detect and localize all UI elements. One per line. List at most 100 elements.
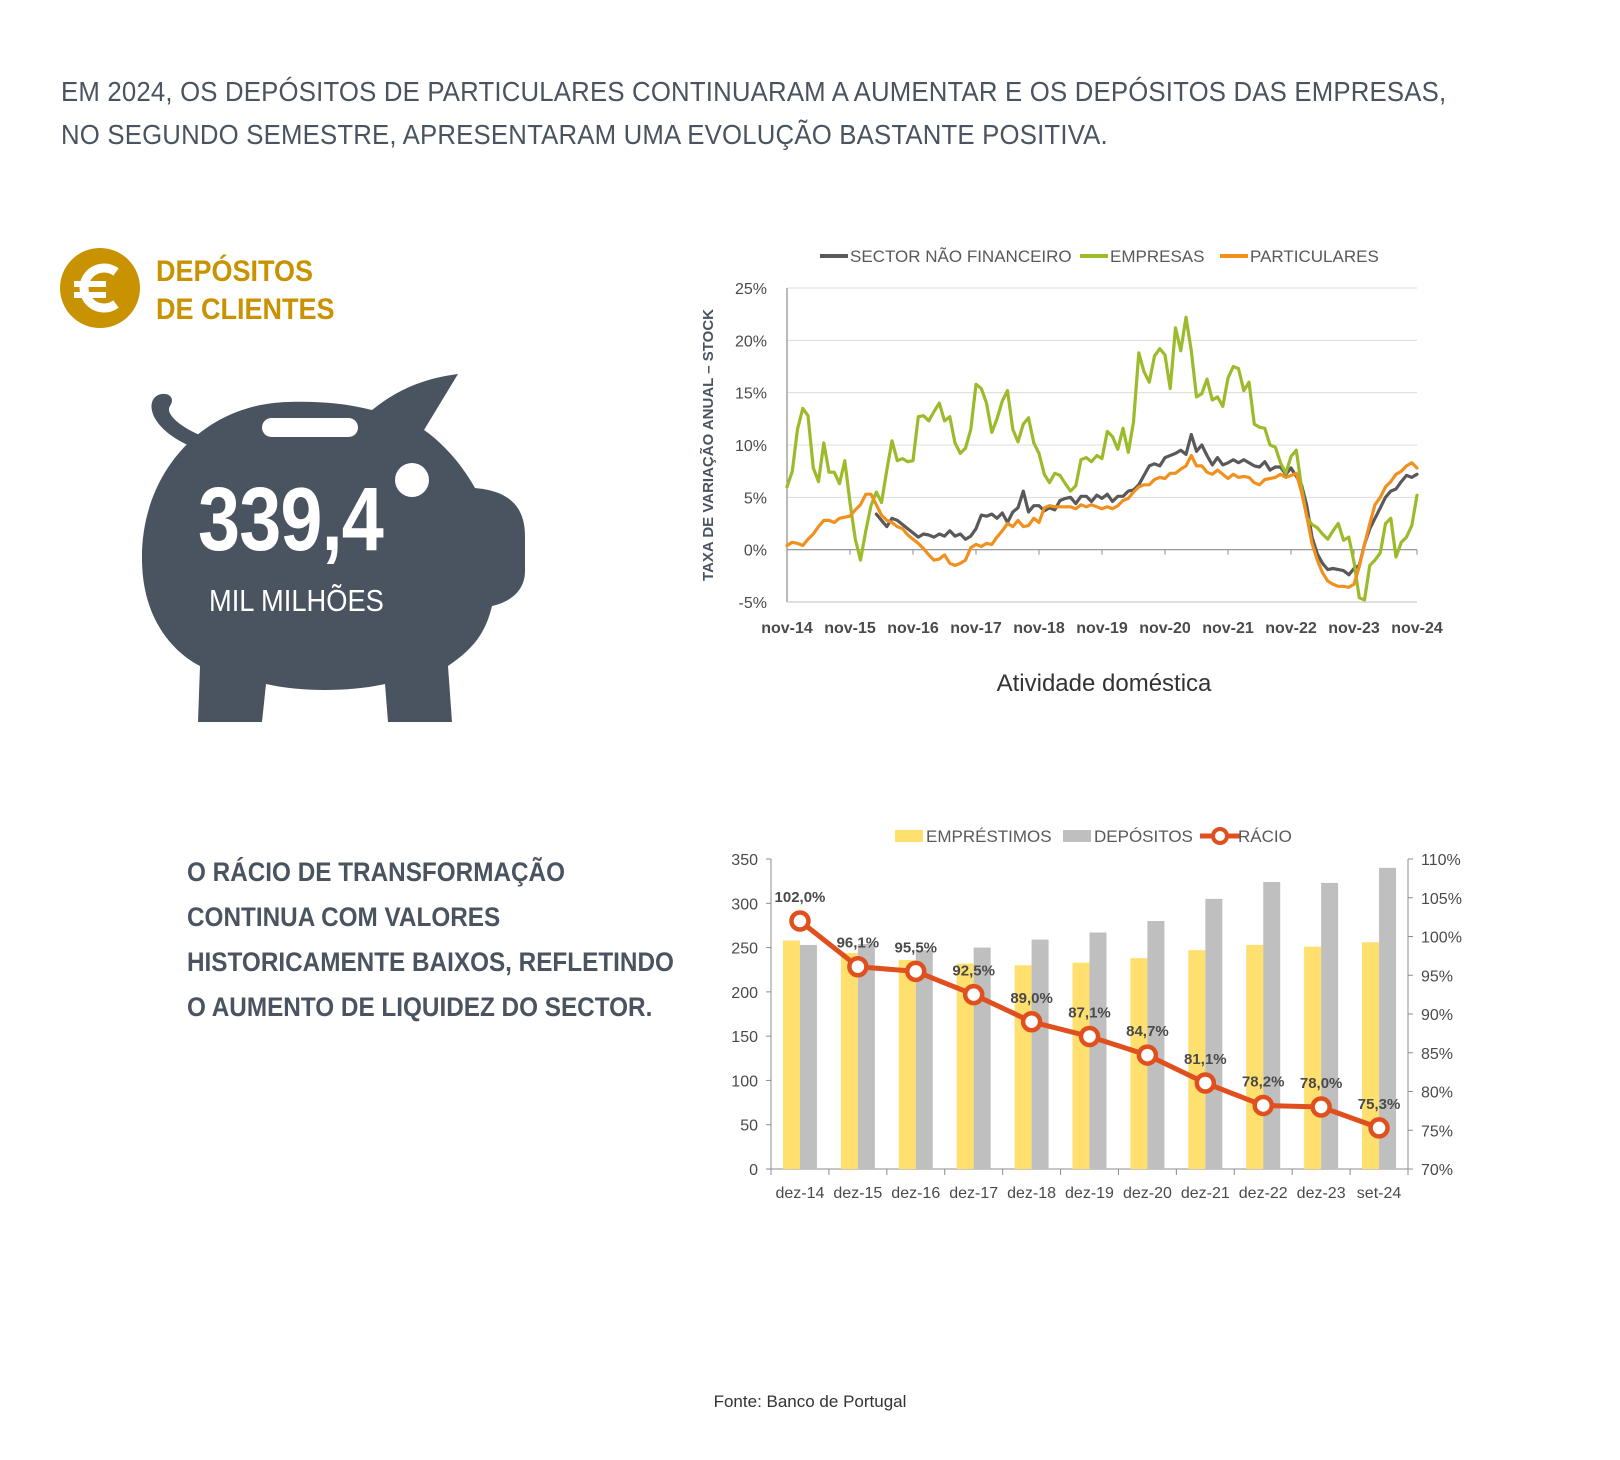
y2-tick-label: 85% bbox=[1421, 1046, 1453, 1063]
x-tick-label: dez-15 bbox=[833, 1185, 882, 1202]
x-tick-label: dez-20 bbox=[1123, 1185, 1172, 1202]
x-tick-label: nov-21 bbox=[1202, 620, 1254, 637]
ratio-data-label: 96,1% bbox=[837, 935, 880, 952]
legend-label: DEPÓSITOS bbox=[1094, 827, 1193, 846]
ratio-text-line-3: HISTORICAMENTE BAIXOS, REFLETINDO bbox=[187, 947, 674, 977]
y-tick-label: 25% bbox=[735, 281, 767, 298]
bar-depositos bbox=[915, 950, 933, 1169]
ratio-data-label: 92,5% bbox=[952, 963, 995, 980]
bar-depositos bbox=[1379, 867, 1397, 1169]
ratio-data-label: 84,7% bbox=[1126, 1023, 1169, 1040]
ratio-text: O RÁCIO DE TRANSFORMAÇÃO CONTINUA COM VA… bbox=[187, 850, 674, 1030]
bar-depositos bbox=[1263, 882, 1281, 1169]
y-tick-label: 150 bbox=[731, 1029, 758, 1046]
line-chart: -5% 0% 5% 10% 15% 20% 25% nov-14 nov-15 nov-16 nov… bbox=[700, 247, 1443, 697]
bar-emprestimos bbox=[1072, 962, 1090, 1169]
badge-title-line-1: DEPÓSITOS bbox=[156, 255, 314, 288]
bar-depositos bbox=[1031, 939, 1049, 1169]
ratio-point bbox=[1136, 1044, 1159, 1066]
x-tick-label: dez-14 bbox=[775, 1185, 824, 1202]
legend-label: EMPRÉSTIMOS bbox=[926, 827, 1052, 846]
x-tick-label: dez-21 bbox=[1181, 1185, 1230, 1202]
y2-tick-label: 105% bbox=[1421, 891, 1462, 908]
bar-emprestimos bbox=[1304, 946, 1322, 1169]
ratio-point bbox=[1078, 1025, 1101, 1048]
ratio-data-label: 78,0% bbox=[1300, 1075, 1343, 1092]
y2-tick-label: 70% bbox=[1421, 1162, 1453, 1179]
bar-emprestimos bbox=[840, 952, 858, 1169]
x-tick-label: dez-23 bbox=[1297, 1185, 1346, 1202]
ratio-point bbox=[1310, 1096, 1332, 1118]
ratio-point bbox=[789, 910, 811, 932]
x-tick-label: nov-18 bbox=[1013, 620, 1065, 637]
hero-unit: MIL MILHÕES bbox=[209, 583, 384, 618]
bar-depositos bbox=[1089, 932, 1107, 1169]
badge-title: DEPÓSITOS DE CLIENTES bbox=[156, 253, 335, 329]
y-tick-label: 10% bbox=[735, 438, 767, 455]
x-tick-label: dez-17 bbox=[949, 1185, 998, 1202]
ratio-data-label: 89,0% bbox=[1010, 990, 1053, 1007]
headline: EM 2024, OS DEPÓSITOS DE PARTICULARES CO… bbox=[61, 70, 1446, 156]
y-tick-label: -5% bbox=[739, 595, 767, 612]
x-tick-label: dez-18 bbox=[1007, 1185, 1056, 1202]
ratio-point bbox=[1020, 1011, 1043, 1033]
ratio-data-label: 78,2% bbox=[1242, 1073, 1285, 1090]
ratio-point bbox=[905, 960, 927, 983]
legend-label: SECTOR NÃO FINANCEIRO bbox=[850, 247, 1072, 266]
ratio-point bbox=[1252, 1094, 1274, 1117]
bar-depositos bbox=[857, 944, 875, 1169]
series-line-3 bbox=[785, 453, 1419, 589]
euro-icon bbox=[60, 248, 140, 328]
ratio-point bbox=[962, 983, 985, 1006]
y-tick-label: 0 bbox=[749, 1162, 758, 1179]
source-note: Fonte: Banco de Portugal bbox=[713, 1392, 907, 1411]
x-tick-label: nov-15 bbox=[824, 620, 876, 637]
y2-tick-label: 110% bbox=[1421, 852, 1461, 869]
legend-swatch-emprestimos bbox=[895, 830, 923, 842]
bar-chart: 0 50 100 150 200 250 300 350 70% 75% 80% 85% 90% 95% 1… bbox=[731, 827, 1462, 1202]
ratio-data-label: 102,0% bbox=[775, 889, 826, 906]
y-tick-label: 300 bbox=[731, 896, 758, 913]
x-tick-label: nov-20 bbox=[1139, 620, 1191, 637]
x-tick-label: nov-23 bbox=[1328, 620, 1380, 637]
x-tick-label: nov-17 bbox=[950, 620, 1002, 637]
bar-emprestimos bbox=[956, 963, 974, 1169]
ratio-text-line-4: O AUMENTO DE LIQUIDEZ DO SECTOR. bbox=[187, 992, 653, 1022]
y2-tick-label: 80% bbox=[1421, 1085, 1453, 1102]
x-tick-label: nov-22 bbox=[1265, 620, 1317, 637]
bar-depositos bbox=[1321, 882, 1339, 1169]
ratio-data-label: 81,1% bbox=[1184, 1051, 1227, 1068]
bar-emprestimos bbox=[1246, 944, 1264, 1169]
ratio-text-line-2: CONTINUA COM VALORES bbox=[187, 902, 501, 932]
chart-subtitle: Atividade doméstica bbox=[997, 670, 1212, 697]
legend-label: EMPRESAS bbox=[1110, 247, 1204, 266]
bar-depositos bbox=[799, 944, 817, 1169]
ratio-data-label: 87,1% bbox=[1068, 1004, 1111, 1021]
x-tick-label: dez-22 bbox=[1239, 1185, 1288, 1202]
badge-title-line-2: DE CLIENTES bbox=[156, 293, 335, 326]
y-tick-label: 5% bbox=[744, 490, 767, 507]
hero-value: 339,4 bbox=[198, 470, 384, 570]
y2-tick-label: 90% bbox=[1421, 1007, 1453, 1024]
x-tick-label: nov-16 bbox=[887, 620, 939, 637]
piggy-bank-icon bbox=[141, 374, 525, 722]
y-axis-title: TAXA DE VARIAÇÃO ANUAL – STOCK bbox=[700, 309, 717, 581]
coin-slot bbox=[262, 418, 358, 437]
x-tick-label: set-24 bbox=[1357, 1185, 1402, 1202]
x-tick-label: nov-14 bbox=[761, 620, 813, 637]
legend-label: PARTICULARES bbox=[1250, 247, 1379, 266]
ratio-text-line-1: O RÁCIO DE TRANSFORMAÇÃO bbox=[187, 857, 565, 887]
bar-depositos bbox=[1205, 898, 1223, 1169]
y2-tick-label: 100% bbox=[1421, 930, 1462, 947]
y-tick-label: 20% bbox=[735, 333, 767, 350]
ratio-data-label: 75,3% bbox=[1358, 1096, 1401, 1113]
y2-tick-label: 95% bbox=[1421, 968, 1453, 985]
y-tick-label: 0% bbox=[744, 543, 767, 560]
pig-eye bbox=[395, 463, 429, 497]
y2-tick-label: 75% bbox=[1421, 1123, 1453, 1140]
ratio-point bbox=[847, 955, 869, 978]
x-tick-label: dez-16 bbox=[891, 1185, 940, 1202]
bar-emprestimos bbox=[1188, 950, 1206, 1169]
bar-depositos bbox=[973, 947, 991, 1169]
y-tick-label: 350 bbox=[731, 852, 758, 869]
